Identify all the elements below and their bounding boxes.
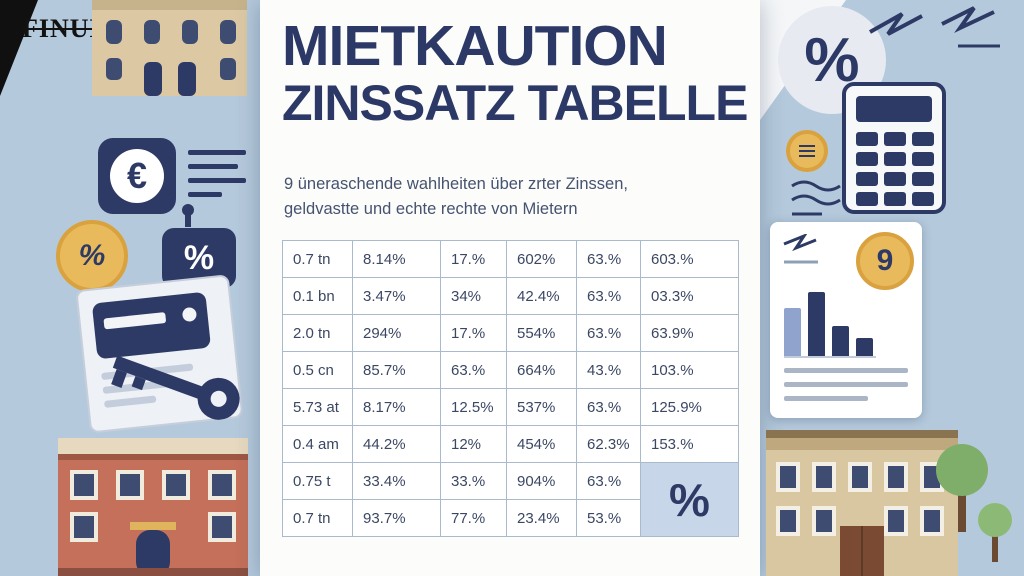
table-cell: 0.5 cn [282,351,353,389]
table-cell: 42.4% [506,277,577,315]
key-mini-icon [182,204,194,227]
table-row: 2.0 tn 294% 17.% 554% 63.% 63.9% [282,314,739,352]
table-cell: 125.9% [640,388,739,426]
table-cell: 12% [440,425,507,463]
table-cell: 17.% [440,240,507,278]
table-cell: 0.1 bn [282,277,353,315]
table-row: 5.73 at 8.17% 12.5% 537% 63.% 125.9% [282,388,739,426]
subtitle-line2: geldvastte und echte rechte von Mietern [284,199,578,218]
trees-illustration [936,444,1012,562]
table-cell: 603.% [640,240,739,278]
table-cell: 63.% [576,462,641,500]
scribble-stats [783,234,818,264]
percent-glyph: % [183,238,215,277]
coin-small-icon [786,130,828,172]
table-cell: 103.% [640,351,739,389]
table-cell: 554% [506,314,577,352]
table-row: 0.7 tn 93.7% 77.% 23.4% 53.% [282,499,739,537]
table-cell: 85.7% [352,351,441,389]
table-cell: 904% [506,462,577,500]
calculator-icon [842,82,946,214]
poster-subtitle: 9 üneraschende wahlheiten über zrter Zin… [284,172,628,222]
table-cell: 12.5% [440,388,507,426]
table-cell: 63.% [576,388,641,426]
subtitle-line1: 9 üneraschende wahlheiten über zrter Zin… [284,175,628,193]
percent-glyph: % [78,239,106,272]
coin-number-icon: 9 [856,232,914,290]
text-lines-left [188,150,246,197]
table-cell: 23.4% [506,499,577,537]
table-cell: 664% [506,351,577,389]
stats-card: 9 [770,222,922,418]
coin-percent-icon: % [56,220,128,292]
euro-badge: € [98,138,176,214]
table-cell: 03.3% [640,277,739,315]
poster-card: MIETKAUTION ZINSSATZ TABELLE 9 ünerasche… [260,0,760,576]
table-row: 0.1 bn 3.47% 34% 42.4% 63.% 03.3% [282,277,739,315]
table-row: 0.5 cn 85.7% 63.% 664% 43.% 103.% [282,351,739,389]
stats-text-lines [784,368,908,401]
scribble-topright [869,6,1000,48]
brand-corner-shape [0,0,38,96]
table-cell: 5.73 at [282,388,353,426]
table-cell: 294% [352,314,441,352]
table-cell: 33.4% [352,462,441,500]
poster-title-line1: MIETKAUTION [282,14,668,78]
table-cell: 153.% [640,425,739,463]
table-cell: 63.% [576,277,641,315]
table-cell: 2.0 tn [282,314,353,352]
table-cell: 63.9% [640,314,739,352]
table-row: 0.75 t 33.4% 33.% 904% 63.% % [282,462,739,537]
table-cell: 0.4 am [282,425,353,463]
table-cell: 34% [440,277,507,315]
building-bottomright-illustration [766,430,958,576]
table-cell: 3.47% [352,277,441,315]
table-row: 0.7 tn 8.14% 17.% 602% 63.% 603.% [282,240,739,278]
table-cell: 0.7 tn [282,240,353,278]
bar-chart-icon [784,284,876,358]
table-cell: 63.% [576,240,641,278]
table-cell: 77.% [440,499,507,537]
table-cell: 43.% [576,351,641,389]
table-cell: 33.% [440,462,507,500]
building-bottomleft-illustration [58,438,248,576]
table-merged-percent-cell: % [640,462,739,537]
table-cell: 537% [506,388,577,426]
key-icon [111,355,240,420]
table-cell: 0.7 tn [282,499,353,537]
table-cell: 62.3% [576,425,641,463]
coin-digit: 9 [876,244,894,277]
table-cell: 63.% [440,351,507,389]
table-cell: 44.2% [352,425,441,463]
building-topleft-illustration [92,0,247,96]
poster-title-line2: ZINSSATZ TABELLE [282,75,748,131]
table-cell: 17.% [440,314,507,352]
table-cell: 454% [506,425,577,463]
document-key-illustration [76,275,243,433]
table-cell: 8.17% [352,388,441,426]
table-cell: 93.7% [352,499,441,537]
table-cell: 8.14% [352,240,441,278]
table-cell: 63.% [576,314,641,352]
table-cell: 602% [506,240,577,278]
euro-icon: € [127,155,147,196]
interest-rate-table: 0.7 tn 8.14% 17.% 602% 63.% 603.% 0.1 bn… [282,240,739,537]
table-row: 0.4 am 44.2% 12% 454% 62.3% 153.% [282,425,739,463]
table-cell: 0.75 t [282,462,353,500]
scribble-right [791,180,841,216]
table-cell: 53.% [576,499,641,537]
